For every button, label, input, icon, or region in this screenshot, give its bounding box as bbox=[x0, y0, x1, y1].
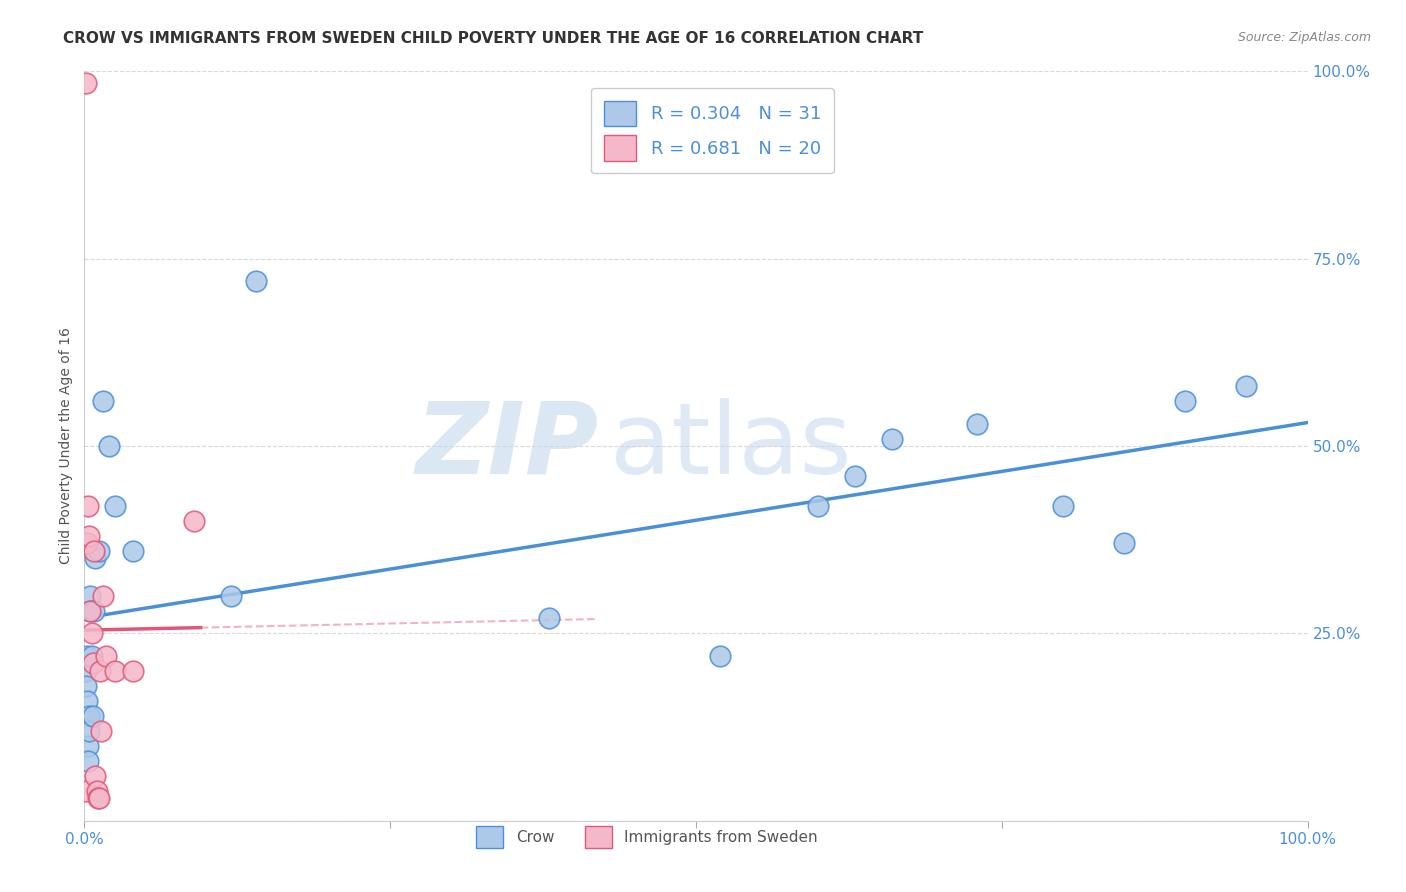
Point bbox=[87, 791, 110, 805]
Point bbox=[104, 499, 127, 513]
Point bbox=[89, 664, 111, 678]
Point bbox=[84, 769, 107, 783]
Text: Source: ZipAtlas.com: Source: ZipAtlas.com bbox=[1237, 31, 1371, 45]
Point bbox=[122, 544, 145, 558]
Point bbox=[76, 536, 98, 550]
Point bbox=[1114, 536, 1136, 550]
Point bbox=[76, 648, 98, 663]
Point bbox=[880, 432, 903, 446]
Point bbox=[245, 274, 267, 288]
Point bbox=[90, 723, 112, 738]
Point bbox=[77, 708, 100, 723]
Point bbox=[76, 694, 98, 708]
Point bbox=[82, 708, 104, 723]
Point bbox=[91, 394, 114, 409]
Point bbox=[82, 657, 104, 671]
Point bbox=[84, 551, 107, 566]
Point bbox=[80, 648, 103, 663]
Point bbox=[1236, 379, 1258, 393]
Point bbox=[75, 679, 97, 693]
Point bbox=[86, 783, 108, 797]
Point bbox=[538, 611, 561, 625]
Point bbox=[79, 604, 101, 618]
Text: atlas: atlas bbox=[610, 398, 852, 494]
Text: ZIP: ZIP bbox=[415, 398, 598, 494]
Point bbox=[77, 529, 100, 543]
Point bbox=[77, 754, 100, 768]
Legend: Crow, Immigrants from Sweden: Crow, Immigrants from Sweden bbox=[470, 821, 824, 855]
Point bbox=[83, 544, 105, 558]
Point bbox=[104, 664, 127, 678]
Point bbox=[87, 544, 110, 558]
Point bbox=[77, 499, 100, 513]
Point bbox=[97, 439, 120, 453]
Point bbox=[75, 76, 97, 90]
Point bbox=[77, 723, 100, 738]
Point bbox=[96, 648, 118, 663]
Point bbox=[79, 589, 101, 603]
Point bbox=[966, 417, 988, 431]
Point bbox=[122, 664, 145, 678]
Point bbox=[80, 626, 103, 640]
Point bbox=[79, 604, 101, 618]
Point bbox=[1174, 394, 1197, 409]
Point bbox=[91, 589, 114, 603]
Point bbox=[183, 514, 205, 528]
Y-axis label: Child Poverty Under the Age of 16: Child Poverty Under the Age of 16 bbox=[59, 327, 73, 565]
Point bbox=[219, 589, 242, 603]
Point bbox=[844, 469, 866, 483]
Point bbox=[83, 604, 105, 618]
Point bbox=[75, 783, 97, 797]
Point bbox=[77, 739, 100, 753]
Point bbox=[709, 648, 731, 663]
Point bbox=[807, 499, 830, 513]
Point bbox=[1052, 499, 1074, 513]
Point bbox=[75, 664, 97, 678]
Point bbox=[87, 791, 110, 805]
Text: CROW VS IMMIGRANTS FROM SWEDEN CHILD POVERTY UNDER THE AGE OF 16 CORRELATION CHA: CROW VS IMMIGRANTS FROM SWEDEN CHILD POV… bbox=[63, 31, 924, 46]
